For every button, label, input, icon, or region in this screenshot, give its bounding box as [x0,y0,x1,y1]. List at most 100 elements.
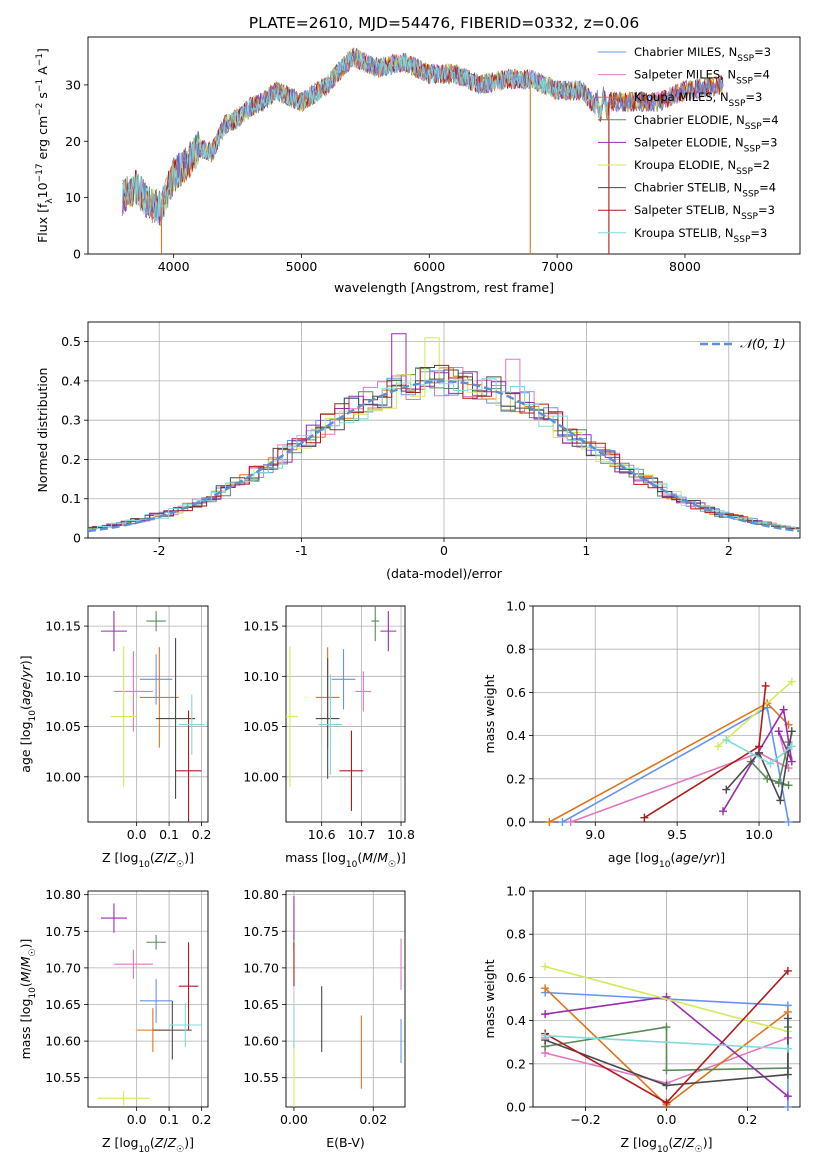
weight-series [725,731,793,804]
y-tick-label: 10.00 [45,769,81,784]
weight-marker [719,807,728,816]
weight-marker [541,962,550,971]
y-tick-label: 10.15 [243,619,279,634]
x-axis-label: mass [log10(M/M☉)] [285,850,406,870]
x-tick-label: 0.1 [159,1112,179,1127]
weight-marker [541,1010,550,1019]
errorbar-point [318,674,343,775]
weight-marker [766,759,775,768]
weight-series [545,1034,788,1050]
x-tick-label: -2 [153,543,165,558]
y-axis-label: Flux [fλ10−17 erg cm−2 s−1 A−1] [35,48,55,243]
errorbar-point [97,1090,150,1106]
x-axis-label: Z [log10(Z/Z☉)] [102,1135,194,1155]
y-axis-label: age [log10(age/yr)] [18,655,38,772]
x-tick-label: 0.2 [192,827,212,842]
errorbar-point [100,903,127,933]
axes-frame [532,605,801,823]
weight-marker [662,1066,671,1075]
weight-series [544,965,789,1033]
errorbar-point [380,611,397,652]
y-tick-label: 0.8 [506,642,526,657]
weight-marker [774,779,783,788]
weight-marker [783,1092,792,1101]
y-tick-label: 0.4 [506,728,526,743]
chart-title: PLATE=2610, MJD=54476, FIBERID=0332, z=0… [249,14,639,32]
weight-marker [783,1070,792,1079]
x-axis-label: wavelength [Angstrom, rest frame] [334,280,554,295]
errorbar-point [139,654,173,705]
errorbar-point [331,649,356,710]
legend-label: Salpeter ELODIE, NSSP=3 [634,135,777,154]
errorbar-point [139,978,173,1023]
weight-marker [774,727,783,736]
x-tick-label: -1 [295,543,307,558]
weight-marker [787,677,796,686]
y-tick-label: 10.05 [243,719,279,734]
y-tick-label: 30 [65,77,81,92]
weight-marker [783,966,792,975]
weight-marker [714,742,723,751]
x-tick-label: 7000 [541,259,573,274]
weight-marker [662,1098,671,1107]
y-tick-label: 0.6 [506,970,526,985]
legend-label: 𝒩(0, 1) [740,336,786,351]
x-tick-label: 0.2 [737,1112,757,1127]
x-tick-label: 6000 [413,259,445,274]
errorbar-point [339,730,364,811]
legend-label: Kroupa ELODIE, NSSP=2 [634,158,770,177]
errorbar-point [371,606,380,642]
x-tick-label: 9.5 [667,827,687,842]
legend-label: Salpeter MILES, NSSP=4 [634,68,770,87]
spectrum-line [122,49,724,222]
y-tick-label: 0.4 [506,1013,526,1028]
y-tick-label: 10.70 [45,960,81,975]
legend-label: Chabrier MILES, NSSP=3 [634,45,771,64]
weight-marker [783,1103,792,1111]
errorbar-point [355,671,372,712]
axes-frame [87,890,209,1108]
weight-marker [776,796,785,805]
y-tick-label: 0.1 [61,491,81,506]
y-tick-label: 10.70 [243,960,279,975]
x-tick-label: 0.0 [127,1112,147,1127]
weight-marker [722,785,731,794]
weight-marker [662,1023,671,1032]
weight-marker [722,735,731,744]
errorbar-point [139,647,179,748]
errorbar-point [175,710,202,822]
x-tick-label: 0.02 [359,1112,387,1127]
errorbar-point [315,658,340,779]
weight-marker [787,757,796,766]
y-tick-label: 0 [73,247,81,262]
x-tick-label: 2 [725,543,733,558]
y-tick-label: 0.8 [506,927,526,942]
x-tick-label: −0.2 [570,1112,600,1127]
y-tick-label: 1.0 [506,599,526,614]
errorbar-point [146,934,166,950]
y-tick-label: 0.4 [61,373,81,388]
weight-marker [783,1044,792,1053]
y-tick-label: 10 [65,190,81,205]
x-tick-label: 0 [440,543,448,558]
errorbar-point [146,611,166,632]
y-tick-label: 10.80 [243,887,279,902]
y-tick-label: 10.75 [243,924,279,939]
x-axis-label: Z [log10(Z/Z☉)] [102,850,194,870]
legend-label: Chabrier ELODIE, NSSP=4 [634,113,779,132]
errorbar-point [100,611,127,652]
x-tick-label: 0.00 [280,1112,308,1127]
weight-marker [761,681,770,690]
weight-marker [640,813,649,822]
weight-marker [755,742,764,751]
weight-marker [541,1031,550,1040]
y-tick-label: 1.0 [506,884,526,899]
y-tick-label: 0.3 [61,413,81,428]
axes-frame [87,605,209,823]
errorbar-point [178,942,199,1031]
y-tick-label: 10.65 [45,997,81,1012]
y-tick-label: 20 [65,134,81,149]
x-tick-label: 8000 [669,259,701,274]
y-axis-label: mass weight [482,674,497,753]
x-tick-label: 0.2 [192,1112,212,1127]
